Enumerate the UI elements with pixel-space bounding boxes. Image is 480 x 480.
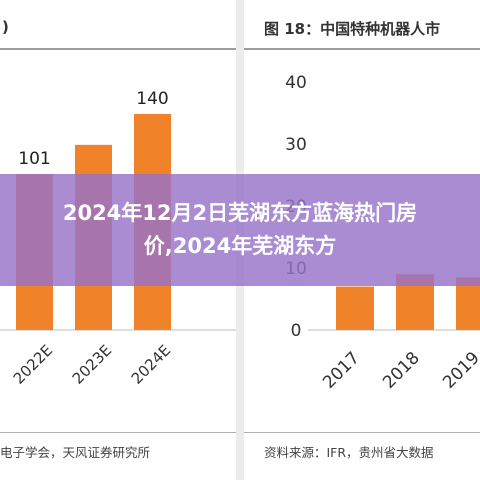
bar <box>336 286 374 330</box>
x-tick-label: 2018 <box>379 348 424 393</box>
y-tick-label: 40 <box>285 73 307 93</box>
left-title-rule <box>0 48 236 50</box>
x-tick-label: 2017 <box>319 348 364 393</box>
headline-banner: 2024年12月2日芜湖东方蓝海热门房价,2024年芜湖东方 <box>0 174 480 286</box>
left-source-rule <box>0 432 236 433</box>
data-label: 140 <box>136 89 168 109</box>
left-chart-source: 电子学会，天风证券研究所 <box>0 445 151 460</box>
data-label: 101 <box>18 149 50 169</box>
headline-text: 2024年12月2日芜湖东方蓝海热门房价,2024年芜湖东方 <box>62 201 418 258</box>
right-title-rule <box>244 48 480 50</box>
left-chart-title: ) <box>2 18 9 36</box>
x-tick-label: 2023E <box>69 341 115 387</box>
y-tick-label: 0 <box>291 321 302 341</box>
x-tick-label: 2024E <box>128 341 174 387</box>
x-tick-label: 2022E <box>10 341 56 387</box>
right-source-rule <box>244 432 480 433</box>
right-chart-title: 图 18：中国特种机器人市 <box>264 20 441 38</box>
y-tick-label: 30 <box>285 135 307 155</box>
x-tick-label: 2019 <box>439 348 480 393</box>
bar <box>456 277 480 330</box>
right-chart-source: 资料来源：IFR，贵州省大数据 <box>264 445 434 460</box>
